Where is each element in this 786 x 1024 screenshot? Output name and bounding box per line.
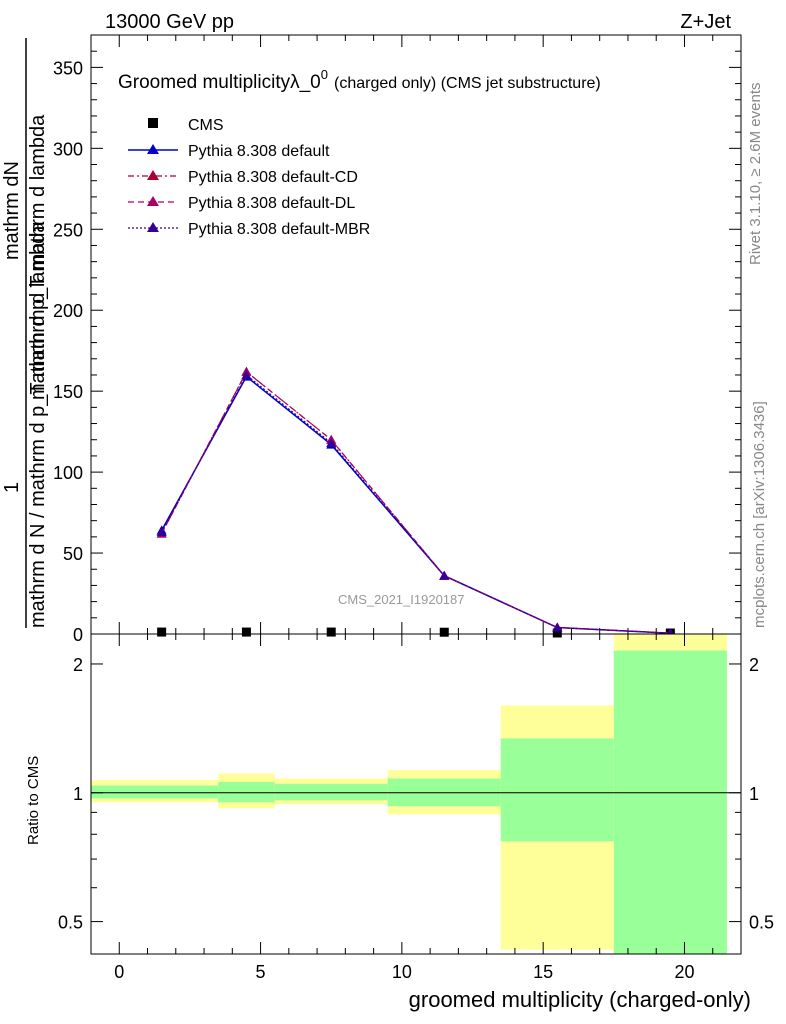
y-axis-label: 1 mathrm d N / mathrm d p_T mathrm d lam… <box>1 38 49 628</box>
analysis-watermark: CMS_2021_I1920187 <box>338 592 465 607</box>
ratio-band-inner <box>613 650 727 954</box>
plot-title-sup: 0 <box>321 67 328 82</box>
x-tick-label: 10 <box>392 962 412 982</box>
ratio-y-tick-label: 0.5 <box>58 913 83 933</box>
legend-default-marker <box>147 144 159 154</box>
mbr-series-marker <box>241 369 252 379</box>
main-y-tick-label: 100 <box>53 463 83 483</box>
legend-cd-marker <box>147 170 159 180</box>
legend: CMS Pythia 8.308 default Pythia 8.308 defa… <box>128 117 370 238</box>
main-y-tick-label: 250 <box>53 220 83 240</box>
y-label-inner-numerator: mathrm dN <box>1 161 23 260</box>
ratio-y-tick-label-right: 2 <box>749 655 759 675</box>
mbr-series-marker <box>552 622 563 632</box>
cms-data-point <box>326 627 336 637</box>
ratio-plot: 0 5 10 15 20 0.5 0.5 1 1 2 2 <box>58 633 774 982</box>
ratio-y-tick-label-right: 0.5 <box>749 913 774 933</box>
main-plot: 0 50 100 150 200 250 300 350 Groomed multiplici… <box>53 34 742 645</box>
ratio-plot-frame <box>90 633 742 955</box>
main-y-tick-label: 50 <box>63 544 83 564</box>
plot-title-small: (charged only) (CMS jet substructure) <box>334 75 601 92</box>
legend-default-label: Pythia 8.308 default <box>188 143 330 160</box>
legend-cms-label: CMS <box>188 117 224 134</box>
ratio-y-label: Ratio to CMS <box>25 756 42 845</box>
ratio-y-tick-label-right: 1 <box>749 784 759 804</box>
cms-data-point <box>241 627 251 637</box>
ratio-band-inner <box>274 783 388 801</box>
x-tick-label: 15 <box>533 962 553 982</box>
cms-data-point <box>157 627 167 637</box>
legend-cms-marker <box>148 118 158 128</box>
mbr-series-marker <box>156 527 167 537</box>
ratio-band-inner <box>500 738 614 842</box>
cms-data-point <box>439 627 449 637</box>
legend-mbr-marker <box>147 222 159 232</box>
y-label-inner-denominator: mathrm d p_T mathrm d lambda <box>27 114 49 400</box>
x-tick-label: 20 <box>674 962 694 982</box>
plot-title: Groomed multiplicityλ_00 (charged only) (… <box>118 67 601 93</box>
main-y-tick-label: 0 <box>73 625 83 645</box>
process-label: Z+Jet <box>680 11 731 33</box>
main-y-tick-label: 350 <box>53 58 83 78</box>
rivet-label: Rivet 3.1.10, ≥ 2.6M events <box>747 83 764 266</box>
legend-mbr-label: Pythia 8.308 default-MBR <box>188 221 370 238</box>
legend-dl-marker <box>147 196 159 206</box>
ratio-y-tick-label: 2 <box>73 655 83 675</box>
legend-cd-label: Pythia 8.308 default-CD <box>188 169 358 186</box>
cms-data-point <box>552 628 562 638</box>
x-tick-label: 5 <box>256 962 266 982</box>
x-tick-label: 0 <box>114 962 124 982</box>
mbr-series-line <box>161 374 671 634</box>
mbr-series-marker <box>326 437 337 447</box>
legend-dl-label: Pythia 8.308 default-DL <box>188 195 355 212</box>
ratio-y-tick-label: 1 <box>73 784 83 804</box>
mbr-series-marker <box>439 570 450 580</box>
main-y-tick-label: 200 <box>53 301 83 321</box>
main-y-tick-label: 150 <box>53 382 83 402</box>
x-axis-label: groomed multiplicity (charged-only) <box>409 987 751 1012</box>
y-label-numerator: 1 <box>1 482 23 493</box>
plot-title-main: Groomed multiplicityλ_0 <box>118 72 321 93</box>
mcplots-label: mcplots.cern.ch [arXiv:1306.3436] <box>751 401 768 628</box>
main-y-tick-label: 300 <box>53 139 83 159</box>
y-label-denominator: mathrm d N / mathrm d p_T mathrm d lambd… <box>27 221 49 628</box>
ratio-band-inner <box>91 785 219 799</box>
ratio-band-inner <box>218 781 275 803</box>
energy-label: 13000 GeV pp <box>105 11 234 33</box>
